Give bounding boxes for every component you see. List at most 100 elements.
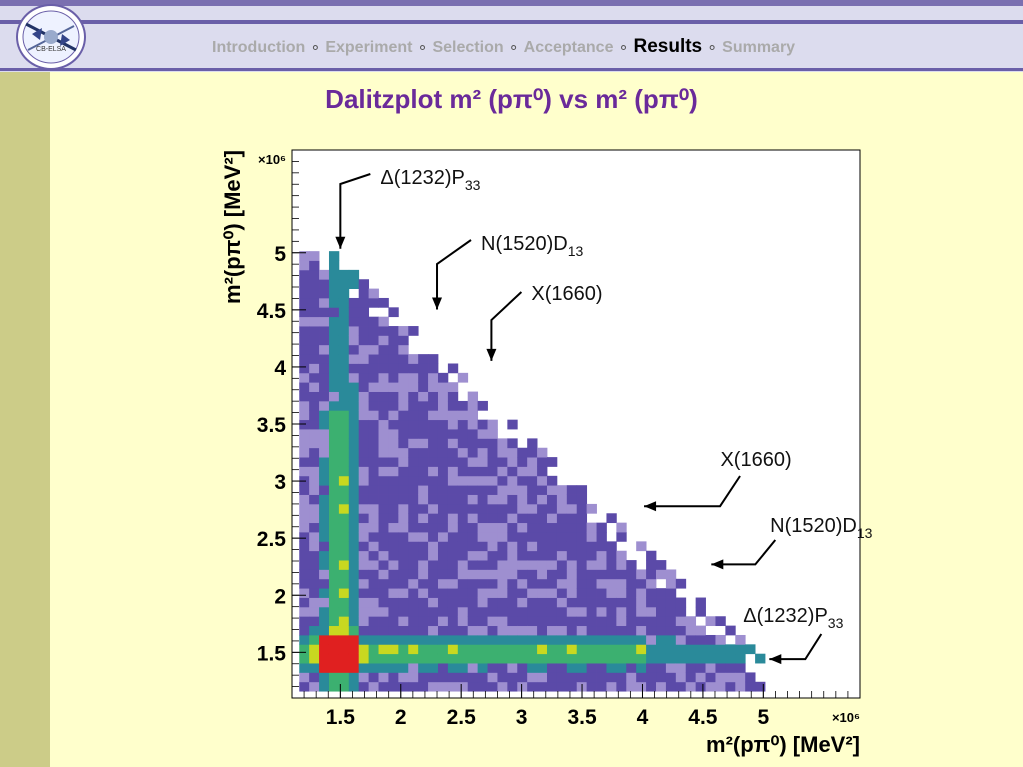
heatmap-bin xyxy=(576,560,588,570)
heatmap-bin xyxy=(319,560,330,570)
heatmap-bin xyxy=(596,653,607,664)
heatmap-bin xyxy=(517,644,528,655)
heatmap-bin xyxy=(517,457,528,467)
heatmap-bin xyxy=(319,354,330,364)
heatmap-bin xyxy=(457,663,469,673)
heatmap-bin xyxy=(319,438,330,449)
heatmap-bin xyxy=(309,550,320,561)
heatmap-bin xyxy=(348,419,360,430)
heatmap-bin xyxy=(546,541,558,552)
heatmap-bin xyxy=(606,634,617,645)
heatmap-bin xyxy=(368,606,379,617)
heatmap-bin xyxy=(418,625,429,636)
heatmap-bin xyxy=(398,672,409,683)
heatmap-bin xyxy=(626,653,637,664)
heatmap-bin xyxy=(378,616,389,627)
y-axis-multiplier: ×10⁶ xyxy=(258,152,286,167)
heatmap-bin xyxy=(556,513,568,524)
heatmap-bin xyxy=(457,503,469,514)
heatmap-bin xyxy=(656,672,667,683)
heatmap-bin xyxy=(428,681,439,692)
heatmap-bin xyxy=(378,550,389,561)
heatmap-bin xyxy=(338,513,350,524)
heatmap-bin xyxy=(348,541,360,552)
heatmap-bin xyxy=(368,625,379,636)
heatmap-bin xyxy=(408,400,419,411)
heatmap-bin xyxy=(507,588,518,598)
heatmap-bin xyxy=(388,466,399,477)
y-tick-label: 5 xyxy=(274,243,286,266)
nav-item-introduction[interactable]: Introduction xyxy=(212,39,306,56)
heatmap-bin xyxy=(685,653,697,664)
heatmap-bin xyxy=(656,569,667,580)
heatmap-bin xyxy=(299,251,310,261)
heatmap-bin xyxy=(437,681,449,692)
heatmap-bin xyxy=(487,429,498,439)
nav-item-acceptance[interactable]: Acceptance xyxy=(523,39,614,56)
heatmap-bin xyxy=(388,429,399,439)
section-navigation: Introduction ∘ Experiment ∘ Selection ∘ Accept… xyxy=(212,36,795,58)
heatmap-bin xyxy=(517,503,528,514)
heatmap-bin xyxy=(408,663,419,673)
heatmap-bin xyxy=(467,588,479,598)
heatmap-bin xyxy=(328,634,340,645)
heatmap-bin xyxy=(477,681,488,692)
y-tick-label: 3 xyxy=(274,471,286,494)
heatmap-bin xyxy=(309,485,320,495)
heatmap-bin xyxy=(437,475,449,486)
heatmap-bin xyxy=(428,569,439,580)
heatmap-bin xyxy=(636,681,647,692)
heatmap-bin xyxy=(328,457,340,467)
heatmap-bin xyxy=(586,569,597,580)
heatmap-bin xyxy=(665,681,677,692)
heatmap-bin xyxy=(328,588,340,598)
heatmap-bin xyxy=(319,672,330,683)
heatmap-bin xyxy=(616,634,627,645)
heatmap-bin xyxy=(477,532,488,542)
heatmap-bin xyxy=(378,569,389,580)
heatmap-bin xyxy=(457,494,469,505)
heatmap-bin xyxy=(388,634,399,645)
heatmap-bin xyxy=(388,588,399,598)
heatmap-bin xyxy=(358,391,370,402)
heatmap-bin xyxy=(328,391,340,402)
heatmap-bin xyxy=(348,513,360,524)
heatmap-bin xyxy=(447,522,459,533)
heatmap-bin xyxy=(368,578,379,589)
heatmap-bin xyxy=(527,578,538,589)
heatmap-bin xyxy=(418,475,429,486)
nav-item-experiment[interactable]: Experiment xyxy=(325,39,413,56)
heatmap-bin xyxy=(437,578,449,589)
heatmap-bin xyxy=(319,391,330,402)
heatmap-bin xyxy=(596,597,607,608)
heatmap-bin xyxy=(695,597,706,608)
heatmap-bin xyxy=(487,475,498,486)
heatmap-bin xyxy=(368,391,379,402)
heatmap-bin xyxy=(457,606,469,617)
heatmap-bin xyxy=(636,634,647,645)
heatmap-bin xyxy=(418,447,429,458)
heatmap-bin xyxy=(388,475,399,486)
heatmap-bin xyxy=(348,644,360,655)
heatmap-bin xyxy=(299,522,310,533)
heatmap-bin xyxy=(487,681,498,692)
heatmap-bin xyxy=(596,578,607,589)
heatmap-bin xyxy=(358,616,370,627)
heatmap-bin xyxy=(457,616,469,627)
heatmap-bin xyxy=(487,532,498,542)
heatmap-bin xyxy=(576,597,588,608)
heatmap-bin xyxy=(398,616,409,627)
nav-item-summary[interactable]: Summary xyxy=(722,39,796,56)
heatmap-bin xyxy=(656,625,667,636)
heatmap-bin xyxy=(467,410,479,421)
heatmap-bin xyxy=(487,522,498,533)
heatmap-bin xyxy=(348,663,360,673)
heatmap-bin xyxy=(378,597,389,608)
nav-item-results[interactable]: Results xyxy=(633,36,703,57)
heatmap-bin xyxy=(527,606,538,617)
heatmap-bin xyxy=(576,494,588,505)
heatmap-bin xyxy=(358,279,370,289)
heatmap-bin xyxy=(348,269,360,280)
heatmap-bin xyxy=(477,541,488,552)
nav-item-selection[interactable]: Selection xyxy=(432,39,504,56)
